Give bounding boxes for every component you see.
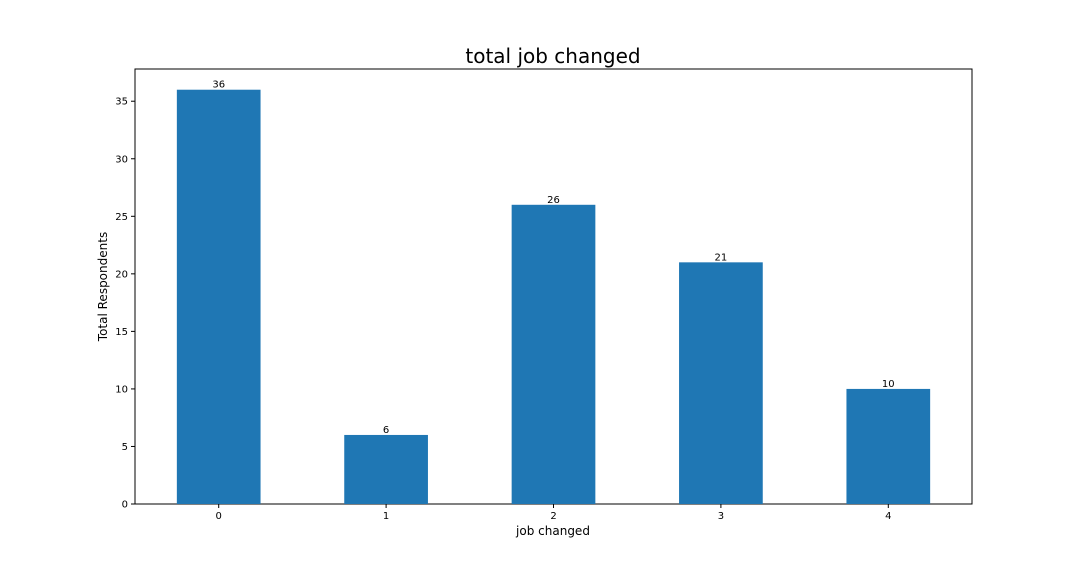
data-label-1: 6: [383, 425, 389, 436]
x-axis-label: job changed: [515, 524, 590, 538]
y-tick-label: 0: [122, 500, 128, 511]
y-tick-label: 10: [115, 384, 128, 395]
x-tick-label: 1: [383, 511, 389, 522]
y-tick-label: 20: [115, 269, 128, 280]
data-label-4: 10: [882, 379, 895, 390]
y-tick-label: 35: [115, 97, 128, 108]
y-tick-label: 15: [115, 327, 128, 338]
data-label-2: 26: [547, 195, 560, 206]
bar-4: [846, 388, 931, 504]
bar-3: [679, 262, 763, 504]
y-tick-label: 25: [115, 212, 128, 223]
data-label-3: 21: [715, 252, 728, 263]
y-tick-label: 30: [115, 154, 128, 165]
x-tick-label: 3: [718, 511, 724, 522]
bar-1: [344, 434, 428, 504]
bars-group: [176, 89, 931, 505]
x-tick-label: 0: [216, 511, 222, 522]
y-axis: 0 5 10 15 20 25 30 35: [115, 97, 135, 511]
data-label-0: 36: [212, 80, 225, 91]
bar-0: [176, 89, 261, 504]
x-tick-label: 4: [885, 511, 891, 522]
data-labels-group: 36 6 26 21 10: [212, 80, 894, 436]
chart-title: total job changed: [465, 44, 640, 68]
y-tick-label: 5: [122, 442, 128, 453]
y-axis-label: Total Respondents: [96, 232, 110, 342]
bar-2: [511, 204, 596, 505]
x-tick-label: 2: [550, 511, 556, 522]
x-axis: 0 1 2 3 4: [216, 504, 891, 522]
